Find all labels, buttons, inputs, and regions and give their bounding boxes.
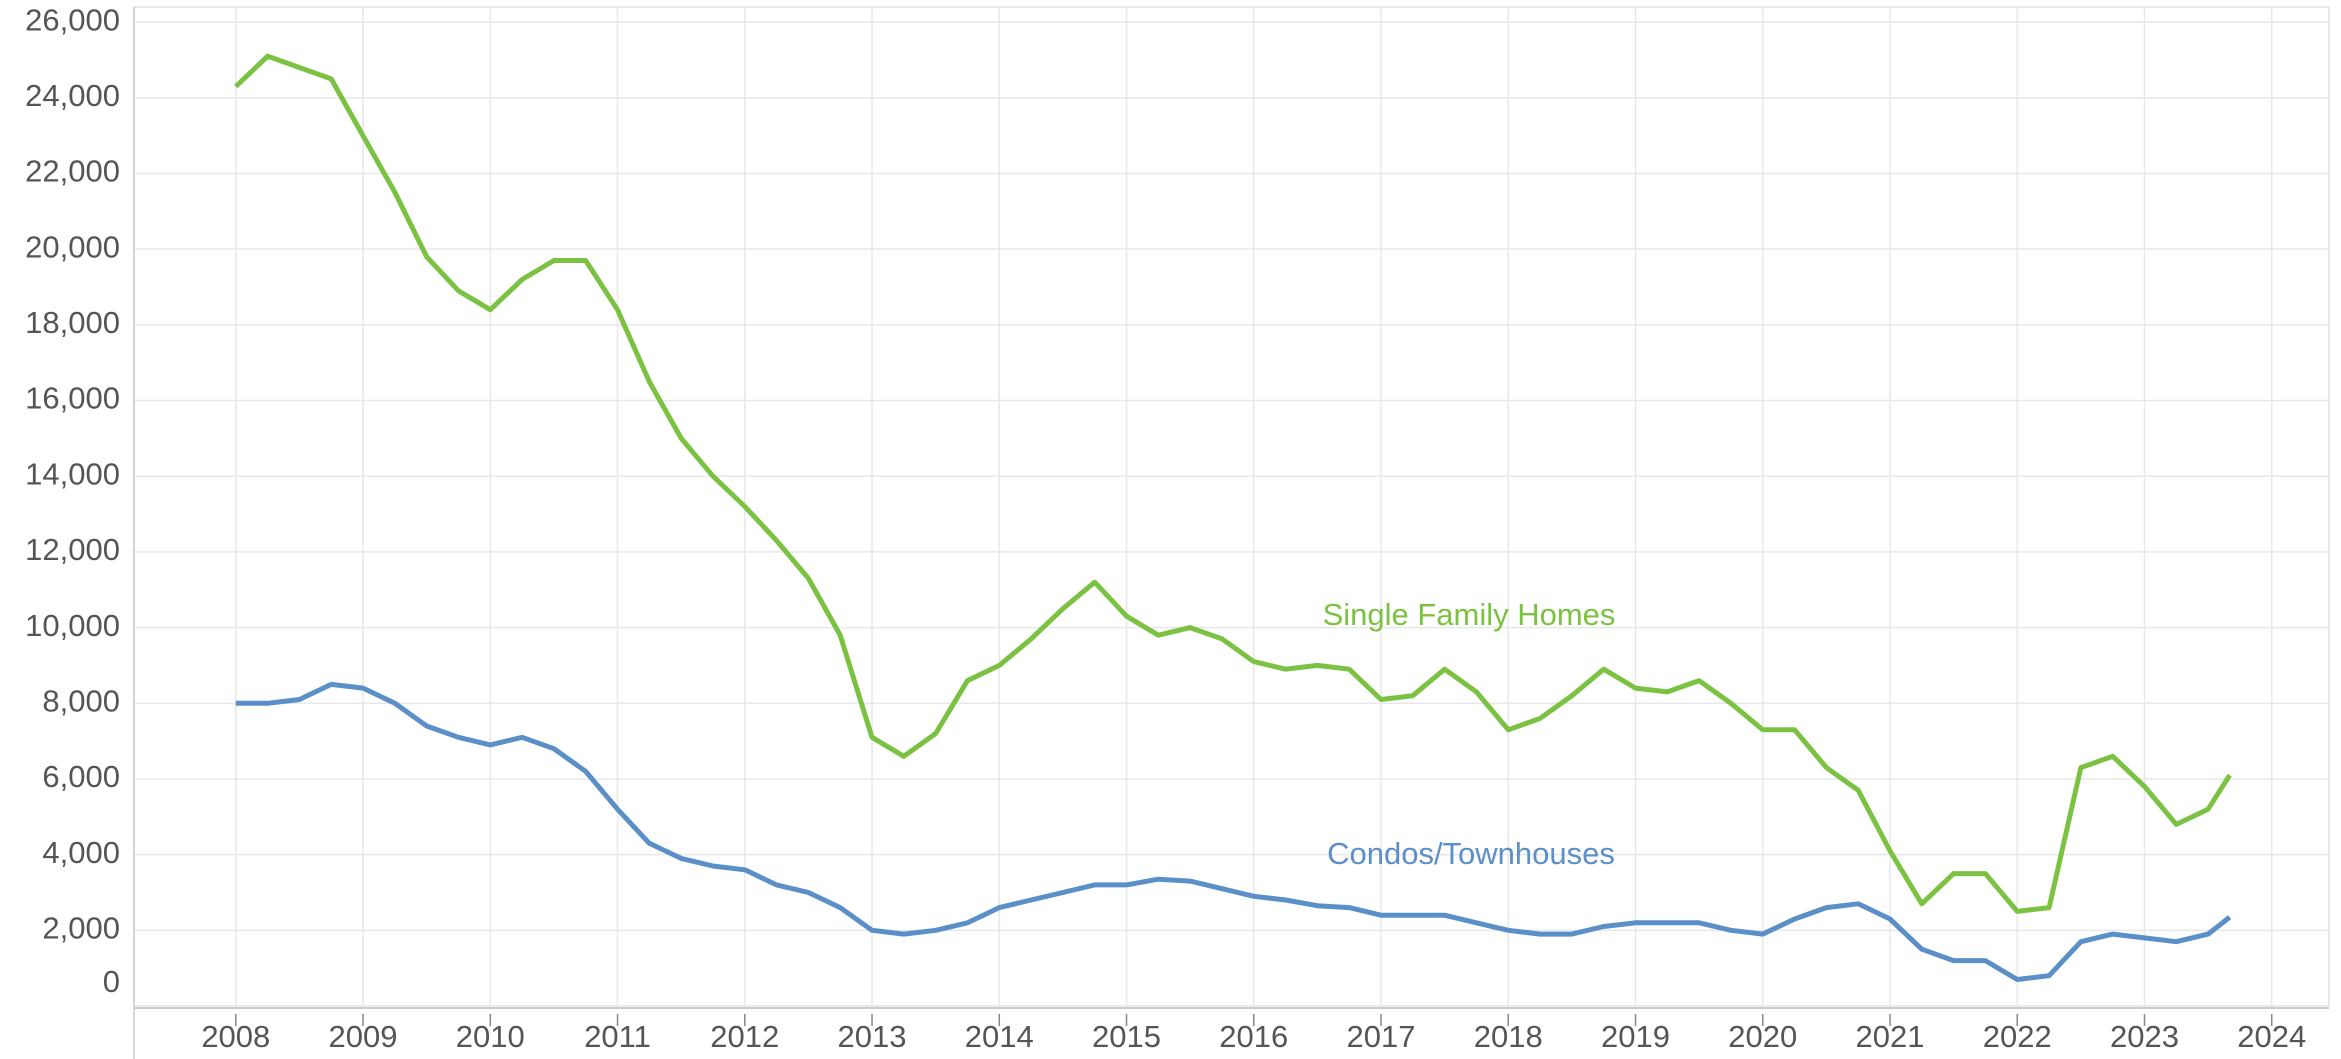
series-label: Condos/Townhouses (1327, 836, 1615, 871)
x-tick-label: 2016 (1219, 1019, 1288, 1054)
x-tick-label: 2015 (1092, 1019, 1161, 1054)
y-tick-label: 6,000 (42, 759, 120, 794)
x-tick-label: 2020 (1728, 1019, 1797, 1054)
y-tick-label: 10,000 (25, 608, 120, 643)
y-tick-label: 24,000 (25, 78, 120, 113)
x-tick-label: 2023 (2110, 1019, 2179, 1054)
y-tick-label: 22,000 (25, 154, 120, 189)
y-tick-label: 0 (103, 964, 120, 999)
x-tick-label: 2010 (456, 1019, 525, 1054)
x-tick-label: 2011 (584, 1019, 651, 1054)
y-tick-label: 8,000 (42, 683, 120, 718)
y-tick-label: 18,000 (25, 305, 120, 340)
x-tick-label: 2024 (2237, 1019, 2306, 1054)
x-tick-label: 2022 (1983, 1019, 2052, 1054)
x-tick-label: 2009 (329, 1019, 398, 1054)
y-tick-label: 16,000 (25, 381, 120, 416)
y-tick-label: 2,000 (42, 911, 120, 946)
x-tick-label: 2018 (1474, 1019, 1543, 1054)
x-tick-label: 2017 (1347, 1019, 1416, 1054)
y-tick-label: 26,000 (25, 2, 120, 37)
series-line (235, 681, 2232, 982)
y-tick-label: 20,000 (25, 229, 120, 264)
x-tick-label: 2014 (965, 1019, 1034, 1054)
plot-frame (133, 6, 2330, 1007)
x-tick-label: 2012 (710, 1019, 779, 1054)
y-tick-label: 12,000 (25, 532, 120, 567)
y-tick-label: 4,000 (42, 835, 120, 870)
x-tick-label: 2021 (1856, 1019, 1925, 1054)
series-line (234, 53, 2232, 914)
x-tick-label: 2013 (838, 1019, 907, 1054)
y-tick-label: 14,000 (25, 456, 120, 491)
series-label: Single Family Homes (1323, 597, 1616, 632)
x-tick-label: 2008 (201, 1019, 270, 1054)
x-tick-label: 2019 (1601, 1019, 1670, 1054)
